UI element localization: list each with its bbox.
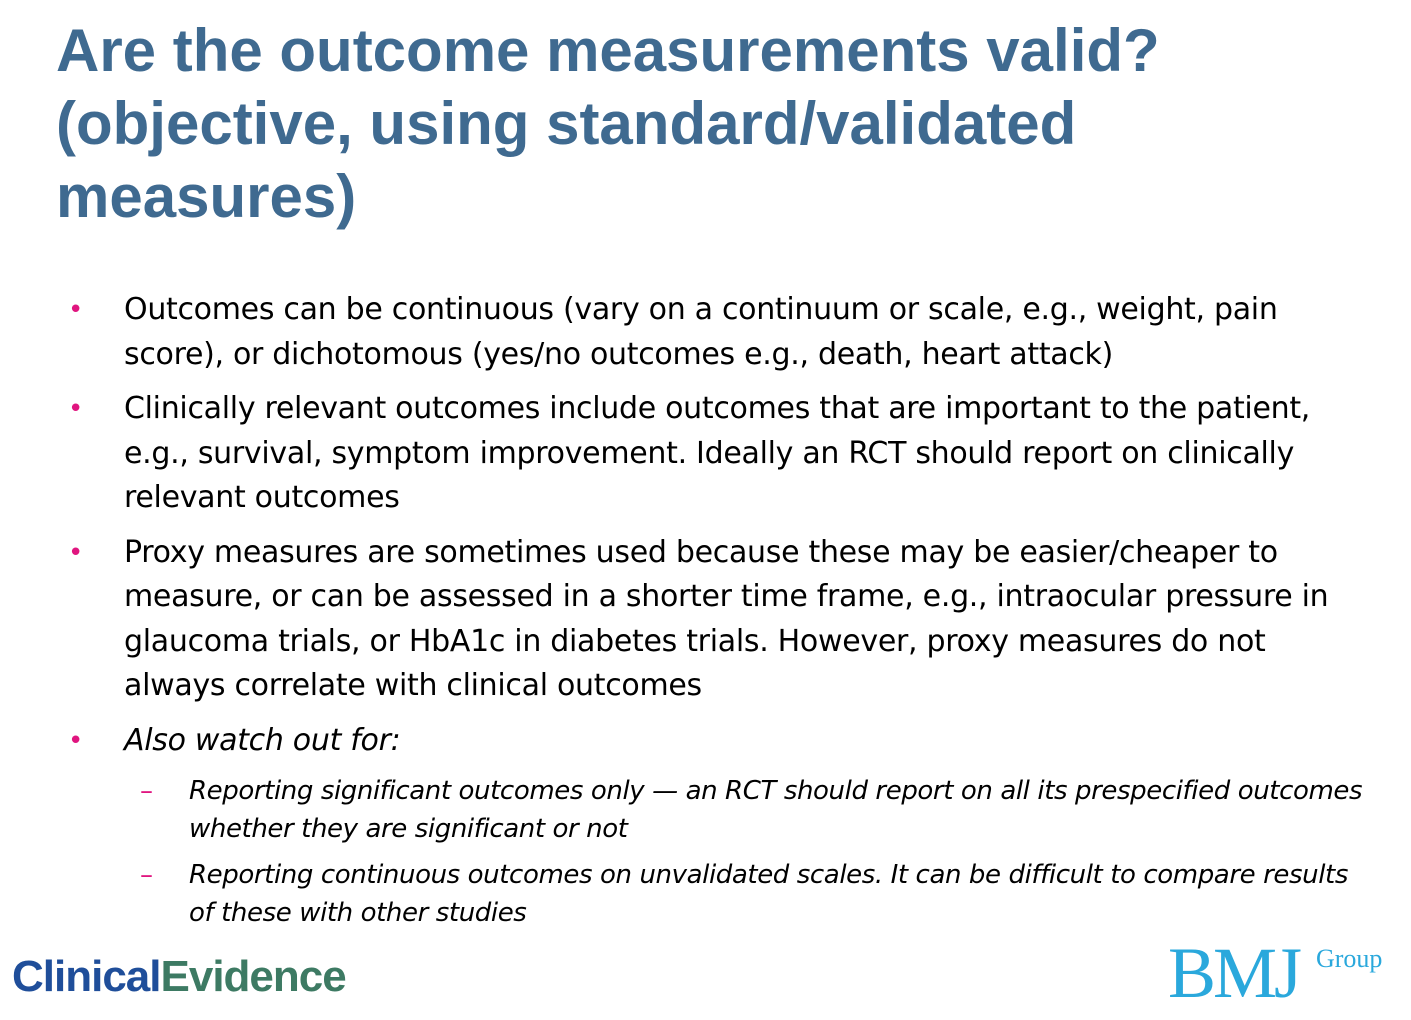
logo-text-evidence: Evidence [160, 952, 347, 1001]
bullet-list: • Outcomes can be continuous (vary on a … [0, 288, 1411, 773]
subbullet-list: – Reporting significant outcomes only — … [0, 772, 1411, 940]
bullet-marker-icon: • [68, 394, 84, 424]
dash-marker-icon: – [140, 776, 153, 806]
bullet-item: • Also watch out for: [0, 719, 1411, 764]
bullet-item: • Clinically relevant outcomes include o… [0, 387, 1411, 521]
bullet-text: Clinically relevant outcomes include out… [124, 391, 1311, 515]
logo-text-bmj: BMJ [1168, 933, 1302, 1013]
bmj-group-logo: BMJ Group [1168, 932, 1382, 1015]
bullet-text: Outcomes can be continuous (vary on a co… [124, 292, 1278, 372]
subbullet-text: Reporting significant outcomes only — an… [189, 776, 1363, 844]
slide-title: Are the outcome measurements valid? (obj… [56, 17, 1160, 230]
bullet-marker-icon: • [68, 295, 84, 325]
bullet-marker-icon: • [68, 537, 84, 568]
bullet-text: Proxy measures are sometimes used becaus… [124, 534, 1329, 704]
bullet-text: Also watch out for: [124, 722, 401, 758]
subbullet-text: Reporting continuous outcomes on unvalid… [189, 860, 1348, 928]
bullet-item: • Outcomes can be continuous (vary on a … [0, 288, 1411, 377]
bullet-marker-icon: • [68, 725, 84, 756]
subbullet-item: – Reporting continuous outcomes on unval… [0, 856, 1411, 932]
logo-text-clinical: Clinical [12, 952, 161, 1001]
logo-text-group: Group [1316, 944, 1383, 973]
dash-marker-icon: – [140, 860, 153, 890]
subbullet-item: – Reporting significant outcomes only — … [0, 772, 1411, 848]
clinical-evidence-logo: ClinicalEvidence [12, 952, 347, 1002]
bullet-item: • Proxy measures are sometimes used beca… [0, 531, 1411, 709]
